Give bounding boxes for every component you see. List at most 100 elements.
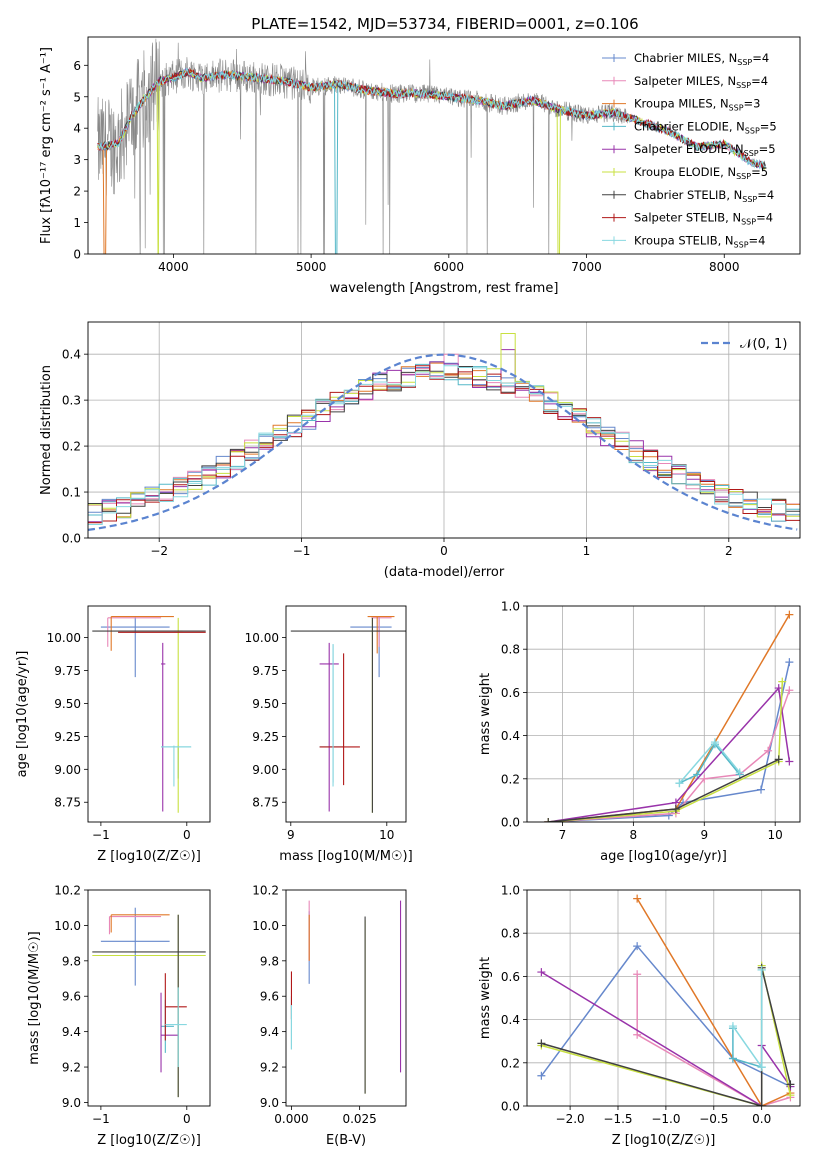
errorbar-point (371, 617, 392, 647)
plot-area (290, 900, 402, 1094)
spectrum-model-line (97, 68, 766, 169)
errorbar-point (319, 642, 339, 812)
legend-label-suffix: =3 (744, 97, 761, 111)
y-tick-label: 0.2 (501, 1056, 520, 1070)
errorbar-point (367, 615, 395, 654)
plot-area (290, 615, 406, 813)
y-tick-label: 1.0 (501, 884, 520, 898)
errorbar-point (92, 914, 206, 1098)
legend-label-suffix: =4 (757, 188, 774, 202)
series-marker (537, 1039, 546, 1048)
gaussian-curve (88, 353, 798, 531)
x-tick-label: −2.0 (556, 1112, 585, 1126)
y-tick-label: 0.0 (501, 1100, 520, 1114)
errorbar-point (161, 745, 192, 779)
series-marker (735, 768, 744, 777)
errorbar-point (108, 916, 162, 935)
grid (527, 605, 800, 823)
x-tick-label: 10 (379, 828, 394, 842)
x-tick-label: 0 (183, 828, 191, 842)
y-tick-label: 9.75 (54, 664, 81, 678)
y-tick-label: 3 (73, 153, 81, 167)
plot-area (537, 894, 795, 1106)
series-marker (785, 658, 794, 667)
errorbar-point (161, 999, 174, 1053)
y-tick-label: 0.0 (62, 532, 81, 546)
y-tick-label: 10.2 (54, 884, 81, 898)
y-tick-label: 9.2 (62, 1061, 81, 1075)
spectrum-legend: Chabrier MILES, NSSP=4 Salpeter MILES, NS… (602, 51, 777, 249)
chart-weight_vs_Z: −2.0 −1.5 −1.0 −0.5 0.0 0.0 0.2 0.4 0.6 0.8 1.0 Z [… (478, 884, 801, 1148)
y-tick-label: 1 (73, 216, 81, 230)
legend-label: Chabrier MILES, NSSP=4 (634, 51, 769, 67)
chart-mass_vs_Z: −1 0 9.0 9.2 9.4 9.6 9.8 10.0 10.2 Z [log10(Z/Z☉)… (27, 884, 211, 1148)
y-tick-label: 9.50 (54, 697, 81, 711)
y-tick-label: 0.4 (62, 348, 81, 362)
series-marker (757, 1102, 766, 1106)
errorbar-point (160, 992, 179, 1073)
series-kroupa-miles (544, 610, 794, 822)
series-marker (537, 968, 546, 977)
y-tick-label: 10.2 (252, 884, 279, 898)
errorbar-point (173, 617, 183, 813)
series-chabrier-elodie (728, 965, 766, 1072)
x-axis-label: E(B-V) (326, 1133, 366, 1148)
axes-frame (285, 605, 407, 823)
plot-area (92, 907, 206, 1098)
series-marker (785, 686, 794, 695)
y-tick-label: 9.6 (62, 990, 81, 1004)
x-axis-label: Z [log10(Z/Z☉)] (97, 849, 201, 864)
series-marker (544, 818, 553, 822)
legend-label-subscript: SSP (729, 104, 744, 113)
series-line (548, 686, 791, 822)
series-marker (785, 757, 794, 766)
series-marker (537, 1071, 546, 1080)
histogram-step (88, 365, 800, 525)
series-marker (664, 811, 673, 820)
legend-label: Chabrier ELODIE, NSSP=5 (634, 119, 777, 135)
legend-label-subscript: SSP (741, 218, 756, 227)
legend-label: Salpeter STELIB, NSSP=4 (634, 211, 773, 227)
y-axis-label: Normed distribution (39, 365, 54, 495)
y-tick-label: 0.6 (501, 686, 520, 700)
x-tick-label: 0.0 (752, 1112, 771, 1126)
y-tick-label: 0.8 (501, 927, 520, 941)
series-line (548, 681, 784, 822)
x-tick-label: 0.025 (342, 1112, 376, 1126)
legend-label: Kroupa STELIB, NSSP=4 (634, 233, 765, 249)
x-axis-label: wavelength [Angstrom, rest frame] (330, 281, 559, 296)
legend-label: Kroupa MILES, NSSP=3 (634, 97, 760, 113)
y-tick-label: 9.2 (260, 1061, 279, 1075)
y-tick-label: 9.4 (260, 1025, 279, 1039)
errorbar-point (100, 616, 170, 678)
x-tick-label: 9 (287, 828, 295, 842)
legend-label-subscript: SSP (736, 172, 751, 181)
x-tick-label: 1 (583, 544, 591, 558)
series-marker (757, 1063, 766, 1072)
series-salpeter-elodie (544, 684, 794, 822)
x-tick-label: −1 (92, 828, 110, 842)
legend-label-suffix: =4 (751, 74, 768, 88)
series-marker (700, 774, 709, 783)
chart-mass_vs_EBV: 0.000 0.025 9.0 9.2 9.4 9.6 9.8 10.0 10.2 E(B-V) (252, 884, 407, 1148)
x-tick-label: −1 (92, 1112, 110, 1126)
axes-frame (87, 605, 211, 823)
errorbar-point (100, 907, 170, 986)
axes-frame (87, 889, 211, 1107)
x-tick-label: −2 (150, 544, 168, 558)
series-marker (785, 610, 794, 619)
legend-label-subscript: SSP (742, 195, 757, 204)
errorbar-point (92, 914, 206, 1098)
series-marker (774, 755, 783, 764)
legend-label-subscript: SSP (744, 149, 759, 158)
y-tick-label: 10.00 (47, 631, 81, 645)
y-tick-label: 0 (73, 248, 81, 262)
y-tick-label: 9.00 (54, 763, 81, 777)
y-axis-label: Flux [fλ10⁻¹⁷ erg cm⁻² s⁻¹ A⁻¹] (39, 47, 54, 244)
x-axis-label: age [log10(age/yr)] (600, 849, 727, 864)
x-tick-label: 8000 (709, 260, 740, 274)
x-tick-label: 0.000 (274, 1112, 308, 1126)
y-tick-label: 8.75 (54, 796, 81, 810)
